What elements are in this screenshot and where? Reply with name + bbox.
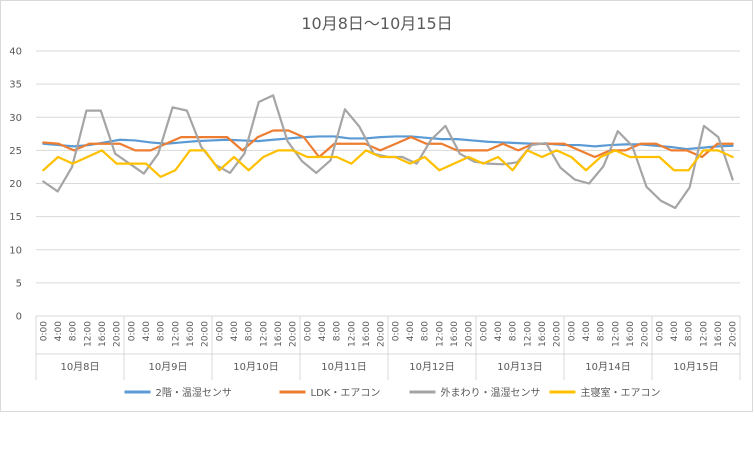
x-tick-label: 8:00 (685, 321, 695, 341)
x-tick-label: 20:00 (553, 321, 563, 347)
x-tick-label: 12:00 (347, 321, 357, 347)
x-tick-label: 4:00 (54, 321, 64, 341)
day-label: 10月9日 (148, 361, 187, 373)
x-tick-label: 20:00 (113, 321, 123, 347)
x-tick-label: 12:00 (259, 321, 269, 347)
y-axis-ticks: 0 5 10 15 20 25 30 35 40 (9, 47, 22, 323)
x-tick-label: 8:00 (333, 321, 343, 341)
series-line-4 (42, 149, 734, 178)
x-tick-label: 16:00 (538, 321, 548, 347)
x-tick-label: 4:00 (406, 321, 416, 341)
legend-label-4: 主寝室・エアコン (581, 386, 661, 399)
y-tick-label: 25 (9, 146, 22, 157)
x-tick-label: 20:00 (729, 321, 739, 347)
day-label: 10月12日 (409, 361, 454, 373)
x-tick-label: 8:00 (245, 321, 255, 341)
x-tick-label: 16:00 (450, 321, 460, 347)
y-tick-label: 5 (16, 278, 22, 289)
x-tick-label: 16:00 (626, 321, 636, 347)
x-tick-label: 8:00 (597, 321, 607, 341)
x-tick-label: 0:00 (391, 321, 401, 341)
y-tick-label: 0 (16, 312, 22, 323)
legend-label-2: LDK・エアコン (311, 388, 381, 399)
x-tick-label: 4:00 (142, 321, 152, 341)
day-label: 10月14日 (585, 361, 630, 373)
x-tick-label: 4:00 (318, 321, 328, 341)
y-tick-label: 35 (9, 80, 22, 91)
x-tick-label: 8:00 (509, 321, 519, 341)
day-label: 10月10日 (233, 361, 278, 373)
x-tick-label: 20:00 (465, 321, 475, 347)
x-tick-label: 16:00 (362, 321, 372, 347)
y-tick-label: 10 (9, 245, 22, 256)
x-tick-label: 0:00 (655, 321, 665, 341)
chart-area-border (0, 0, 753, 412)
x-tick-label: 8:00 (421, 321, 431, 341)
x-tick-label: 20:00 (641, 321, 651, 347)
day-label: 10月15日 (673, 361, 718, 373)
x-tick-label: 0:00 (479, 321, 489, 341)
legend: 2階・温湿センサ LDK・エアコン 外まわり・温湿センサ 主寝室・エアコン (124, 386, 661, 399)
y-tick-label: 20 (9, 179, 22, 190)
x-tick-label: 12:00 (611, 321, 621, 347)
x-tick-label: 8:00 (157, 321, 167, 341)
day-label: 10月13日 (497, 361, 542, 373)
day-label: 10月8日 (60, 361, 99, 373)
x-tick-label: 0:00 (127, 321, 137, 341)
x-tick-label: 20:00 (201, 321, 211, 347)
x-tick-label: 12:00 (435, 321, 445, 347)
x-tick-label: 12:00 (523, 321, 533, 347)
x-tick-label: 12:00 (83, 321, 93, 347)
y-tick-label: 30 (9, 113, 22, 124)
y-tick-label: 40 (9, 47, 22, 58)
x-tick-label: 20:00 (289, 321, 299, 347)
x-tick-label: 0:00 (567, 321, 577, 341)
legend-label-1: 2階・温湿センサ (156, 387, 232, 399)
x-tick-label: 0:00 (215, 321, 225, 341)
x-tick-label: 0:00 (39, 321, 49, 341)
x-tick-label: 8:00 (69, 321, 79, 341)
series-line-1 (42, 135, 734, 151)
x-tick-label: 16:00 (274, 321, 284, 347)
x-tick-label: 4:00 (670, 321, 680, 341)
x-tick-label: 12:00 (171, 321, 181, 347)
x-axis: 0:00 4:00 8:00 12:00 16:00 20:00 0:00 4:00 8:00 1… (35, 316, 741, 380)
x-tick-label: 16:00 (714, 321, 724, 347)
x-tick-label: 4:00 (582, 321, 592, 341)
x-tick-label: 20:00 (377, 321, 387, 347)
x-tick-label: 16:00 (186, 321, 196, 347)
day-label: 10月11日 (321, 361, 366, 373)
x-tick-label: 16:00 (98, 321, 108, 347)
y-tick-label: 15 (9, 212, 22, 223)
x-tick-label: 4:00 (494, 321, 504, 341)
x-tick-label: 4:00 (230, 321, 240, 341)
x-tick-label: 12:00 (699, 321, 709, 347)
legend-label-3: 外まわり・温湿センサ (441, 387, 541, 399)
chart-title: 10月8日～10月15日 (301, 14, 452, 33)
x-tick-label: 0:00 (303, 321, 313, 341)
series-lines (42, 94, 734, 210)
